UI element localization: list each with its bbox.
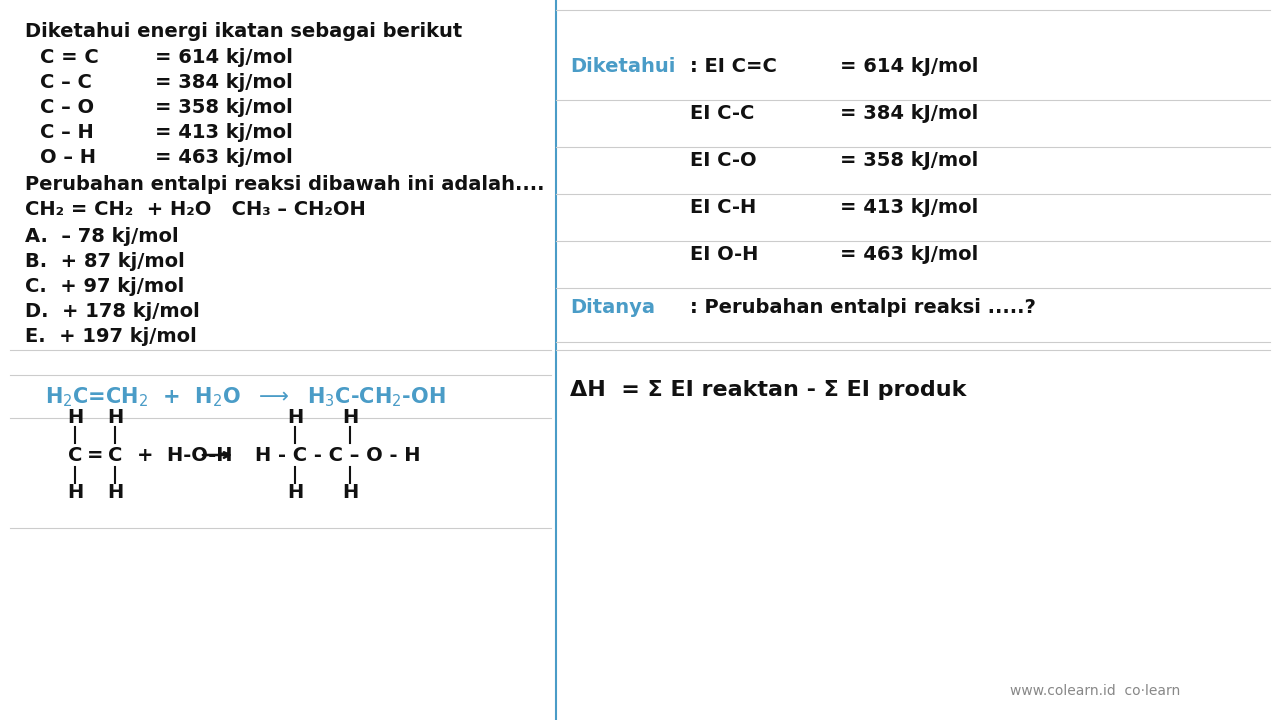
Text: EI C-H: EI C-H xyxy=(690,198,756,217)
Text: = 384 kJ/mol: = 384 kJ/mol xyxy=(840,104,978,123)
Text: +  H-O-H: + H-O-H xyxy=(137,446,233,464)
Text: = 413 kJ/mol: = 413 kJ/mol xyxy=(840,198,978,217)
Text: H: H xyxy=(342,408,358,426)
Text: = 614 kJ/mol: = 614 kJ/mol xyxy=(840,57,978,76)
Text: =: = xyxy=(87,446,104,464)
Text: H: H xyxy=(67,408,83,426)
Text: Perubahan entalpi reaksi dibawah ini adalah....: Perubahan entalpi reaksi dibawah ini ada… xyxy=(26,175,544,194)
Text: CH₂ = CH₂  + H₂O   CH₃ – CH₂OH: CH₂ = CH₂ + H₂O CH₃ – CH₂OH xyxy=(26,200,366,219)
Text: B.  + 87 kj/mol: B. + 87 kj/mol xyxy=(26,252,184,271)
Text: H - C - C – O - H: H - C - C – O - H xyxy=(255,446,421,464)
Text: Ditanya: Ditanya xyxy=(570,298,655,317)
Text: H$_2$C=CH$_2$  +  H$_2$O  $\longrightarrow$  H$_3$C-CH$_2$-OH: H$_2$C=CH$_2$ + H$_2$O $\longrightarrow$… xyxy=(45,385,445,409)
Text: EI C-C: EI C-C xyxy=(690,104,754,123)
Text: Diketahui: Diketahui xyxy=(570,57,676,76)
Text: EI C-O: EI C-O xyxy=(690,151,756,170)
Text: H: H xyxy=(106,408,123,426)
Text: O – H: O – H xyxy=(40,148,96,167)
Text: C: C xyxy=(108,446,122,464)
Text: ΔH  = Σ EI reaktan - Σ EI produk: ΔH = Σ EI reaktan - Σ EI produk xyxy=(570,380,966,400)
Text: C – C: C – C xyxy=(40,73,92,92)
Text: H: H xyxy=(67,484,83,503)
Text: = 358 kJ/mol: = 358 kJ/mol xyxy=(840,151,978,170)
Text: EI O-H: EI O-H xyxy=(690,245,758,264)
Text: : EI C=C: : EI C=C xyxy=(690,57,777,76)
Text: = 463 kJ/mol: = 463 kJ/mol xyxy=(840,245,978,264)
Text: A.  – 78 kj/mol: A. – 78 kj/mol xyxy=(26,227,179,246)
Text: = 384 kj/mol: = 384 kj/mol xyxy=(155,73,293,92)
Text: C – O: C – O xyxy=(40,98,95,117)
Text: C: C xyxy=(68,446,82,464)
Text: H: H xyxy=(342,484,358,503)
Text: H: H xyxy=(287,484,303,503)
Text: = 614 kj/mol: = 614 kj/mol xyxy=(155,48,293,67)
Text: E.  + 197 kj/mol: E. + 197 kj/mol xyxy=(26,327,197,346)
Text: D.  + 178 kj/mol: D. + 178 kj/mol xyxy=(26,302,200,321)
Text: H: H xyxy=(106,484,123,503)
Text: = 413 kj/mol: = 413 kj/mol xyxy=(155,123,293,142)
Text: C = C: C = C xyxy=(40,48,99,67)
Text: C – H: C – H xyxy=(40,123,93,142)
Text: = 358 kj/mol: = 358 kj/mol xyxy=(155,98,293,117)
Text: H: H xyxy=(287,408,303,426)
Text: : Perubahan entalpi reaksi .....?: : Perubahan entalpi reaksi .....? xyxy=(690,298,1036,317)
Text: = 463 kj/mol: = 463 kj/mol xyxy=(155,148,293,167)
Text: Diketahui energi ikatan sebagai berikut: Diketahui energi ikatan sebagai berikut xyxy=(26,22,462,41)
Text: www.colearn.id  co·learn: www.colearn.id co·learn xyxy=(1010,684,1180,698)
Text: C.  + 97 kj/mol: C. + 97 kj/mol xyxy=(26,277,184,296)
